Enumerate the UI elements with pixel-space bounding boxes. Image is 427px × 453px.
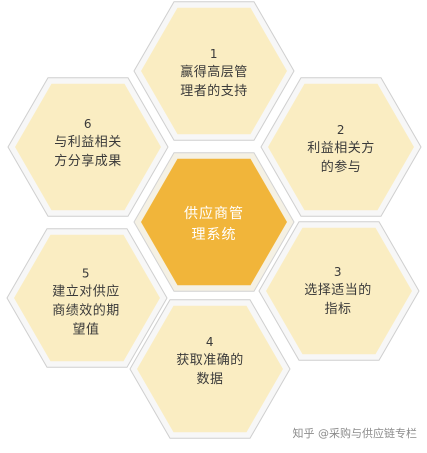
hexagon-5-text: 建立对供应	[52, 284, 120, 300]
hexagon-4-text: 数据	[196, 372, 224, 387]
hexagon-3	[258, 221, 420, 361]
hexagon-5-number: 5	[81, 266, 91, 281]
hexagon-2-number: 2	[336, 123, 346, 137]
hexagon-5-text: 望值	[72, 322, 100, 338]
hexagon-3-text: 选择适当的	[304, 283, 372, 298]
hexagon-1-label: 1 赢得高层管 理者的支持	[180, 45, 248, 101]
hexagon-2	[260, 77, 422, 217]
hexagon-5	[6, 228, 168, 368]
hexagon-1	[133, 1, 295, 141]
hexagon-2-text: 的参与	[320, 160, 362, 175]
hexagon-2-fill	[268, 83, 414, 211]
hexagon-4-number: 4	[205, 335, 215, 349]
hexagon-6-fill	[15, 83, 161, 211]
hexagon-4-fill	[137, 305, 283, 433]
hexagon-4-label: 4 获取准确的 数据	[176, 333, 244, 389]
center-label-line: 理系统	[191, 227, 237, 243]
watermark: 知乎 @采购与供应链专栏	[292, 427, 418, 440]
hexagon-5-text: 商绩效的期	[52, 303, 120, 319]
hexagon-center	[133, 152, 295, 292]
hexagon-3-fill	[266, 227, 412, 355]
hexagon-1-fill	[141, 7, 287, 135]
center-label-line: 供应商管	[184, 206, 244, 222]
hexagon-1-text: 赢得高层管	[180, 65, 248, 80]
hexagon-1-number: 1	[209, 47, 219, 61]
hexagon-6	[7, 77, 169, 217]
hexagon-3-label: 3 选择适当的 指标	[304, 263, 372, 319]
hexagon-5-fill	[14, 234, 160, 362]
hexagon-6-text: 与利益相关	[54, 135, 122, 150]
hexagon-6-text: 方分享成果	[54, 154, 122, 169]
hexagon-5-label: 5 建立对供应 商绩效的期 望值	[52, 265, 120, 340]
hexagon-6-number: 6	[83, 117, 93, 131]
hexagon-6-label: 6 与利益相关 方分享成果	[54, 115, 122, 171]
center-hexagon-label: 供应商管 理系统	[184, 204, 244, 246]
hexagon-2-label: 2 利益相关方 的参与	[307, 121, 375, 177]
hexagon-3-number: 3	[333, 265, 343, 279]
hexagon-center-fill	[141, 158, 287, 286]
hexagon-4	[129, 299, 291, 439]
hexagon-2-text: 利益相关方	[307, 141, 375, 156]
hexagon-1-text: 理者的支持	[180, 84, 248, 99]
hexagon-4-text: 获取准确的	[176, 353, 244, 368]
hexagon-3-text: 指标	[324, 302, 352, 317]
